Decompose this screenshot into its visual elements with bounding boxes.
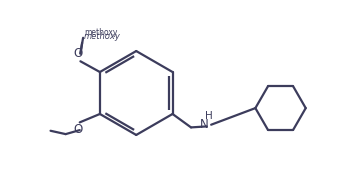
Text: methoxy: methoxy [84, 32, 121, 41]
Text: H: H [205, 111, 213, 121]
Text: N: N [200, 118, 209, 131]
Text: O: O [73, 123, 83, 136]
Text: methoxy: methoxy [84, 28, 117, 37]
Text: O: O [74, 47, 83, 60]
